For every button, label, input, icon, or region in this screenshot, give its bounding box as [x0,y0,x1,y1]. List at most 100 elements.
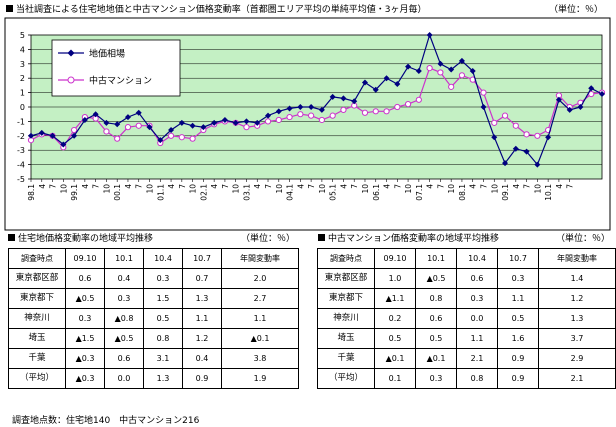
table-row: 神奈川 0.2 0.6 0.0 0.5 1.3 [317,308,616,329]
land-price-point [405,63,412,70]
value-cell: 0.4 [104,268,144,289]
y-tick-label: 2 [20,74,25,83]
condo-point [70,126,78,134]
header-cell: 調査時点 [8,248,66,269]
row-label: 神奈川 [317,308,375,329]
land-price-point [114,121,121,128]
value-cell: 0.6 [65,268,105,289]
condo-point [383,108,390,115]
condo-point [372,108,379,115]
land-price-point [297,104,304,110]
legend-label: 中古マンション [89,75,152,87]
land-price-point [189,122,196,129]
legend-diamond-marker [67,49,75,57]
x-tick-label: 4 [512,184,521,189]
land-price-point [275,108,282,115]
value-cell: ▲1.5 [65,328,105,349]
header-cell: 10.1 [415,248,457,269]
land-price-point [426,32,433,38]
x-tick-label: 04.1 [286,184,295,201]
condo-point [275,116,282,124]
land-price-point [361,79,368,86]
land-price-point [534,161,541,168]
value-cell: 1.1 [456,328,498,349]
value-cell: 0.5 [415,328,457,349]
condo-point [318,116,325,124]
condo-point [523,131,530,138]
land-price-point [49,132,56,139]
x-tick-label: 4 [339,184,348,189]
row-label: （平均） [317,368,375,389]
table-row: 東京都下 ▲1.1 0.8 0.3 1.1 1.2 [317,288,616,309]
left-table-title-row: 住宅地価格変動率の地域平均推移 [8,234,153,245]
header-cell: 年間変動率 [538,248,616,269]
x-tick-label: 7 [49,184,58,189]
condo-point [124,124,132,131]
land-price-table: 調査時点 09.10 10.1 10.4 10.7 年間変動率 東京都区部 0.6 0.4 0.3… [8,248,299,389]
chart-unit: （単位：％） [549,5,604,15]
value-cell: ▲0.5 [415,268,457,289]
value-cell: 0.6 [415,308,457,329]
condo-point [297,111,304,118]
land-price-point [135,109,142,116]
value-cell: 0.8 [456,368,498,389]
land-price-point [523,148,530,155]
y-tick-label: -5 [17,175,25,184]
value-cell: 1.3 [538,308,616,329]
value-cell: ▲0.8 [104,308,144,329]
condo-point [286,113,293,121]
value-cell: ▲0.1 [415,348,457,369]
value-cell: 0.7 [182,268,222,289]
x-tick-label: 06.1 [372,184,381,201]
header-cell: 10.7 [182,248,222,269]
x-tick-label: 10 [189,184,198,194]
condo-point [458,72,466,79]
x-tick-label: 02.1 [199,184,208,201]
condo-price-table: 調査時点 09.10 10.1 10.4 10.7 年間変動率 東京都区部 1.0 ▲0.5 0.… [317,248,616,389]
x-tick-label: 4 [253,184,262,189]
x-tick-label: 98.1 [27,184,36,201]
bullet-square-icon [6,5,13,12]
header-cell: 10.4 [456,248,498,269]
value-cell: 0.9 [497,368,539,389]
x-tick-label: 10 [447,184,456,194]
land-price-point [599,91,605,98]
x-tick-label: 7 [221,184,230,189]
x-tick-label: 7 [436,184,445,189]
condo-point [340,106,347,113]
table-row: 埼玉 ▲1.5 ▲0.5 0.8 1.2 ▲0.1 [8,328,299,349]
value-cell: 2.1 [456,348,498,369]
condo-point [480,89,487,96]
value-cell: 1.1 [221,308,299,329]
y-tick-label: -2 [17,132,25,141]
land-price-point [448,66,455,73]
value-cell: 1.0 [374,268,416,289]
condo-point [588,90,595,98]
condo-point [512,122,519,129]
x-tick-label: 7 [523,184,532,189]
land-price-point [60,141,67,148]
condo-point [437,69,444,76]
land-price-point [286,105,293,112]
value-cell: 0.6 [104,348,144,369]
x-tick-label: 4 [555,184,564,189]
y-tick-label: 4 [20,45,25,54]
condo-point [394,103,401,111]
header-cell: 09.10 [374,248,416,269]
bullet-square-icon [318,234,325,241]
land-price-point [415,68,422,74]
land-price-point [200,124,207,131]
condo-point [361,109,369,116]
value-cell: 1.6 [497,328,539,349]
value-cell: 1.1 [182,308,222,329]
value-cell: 1.1 [497,288,539,309]
table-row: 千葉 ▲0.3 0.6 3.1 0.4 3.8 [8,348,299,369]
land-price-point [92,111,99,118]
land-price-point [491,134,498,141]
land-price-point [372,86,379,93]
left-table-title: 住宅地価格変動率の地域平均推移 [18,234,154,244]
x-tick-label: 10 [232,184,241,194]
bullet-square-icon [8,234,15,241]
y-tick-label: -3 [17,146,25,155]
